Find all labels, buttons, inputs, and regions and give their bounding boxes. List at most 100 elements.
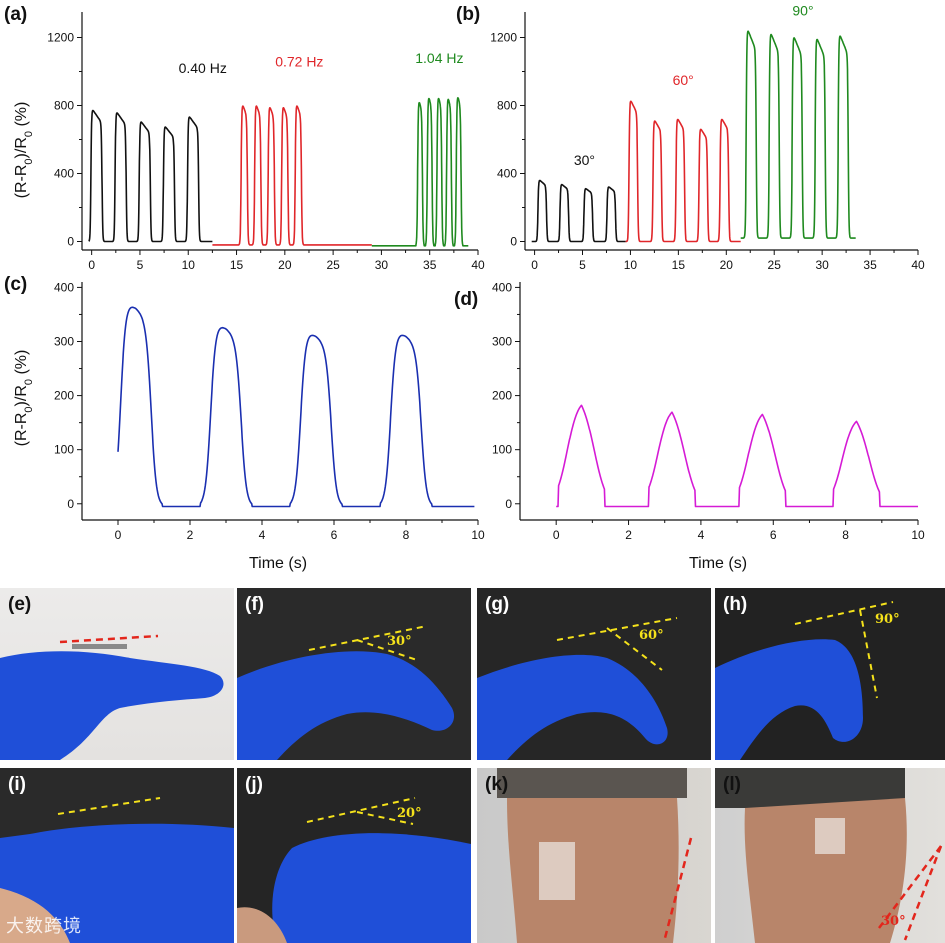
x-tick-label: 2 — [625, 528, 632, 542]
angle-label-60: 60° — [639, 628, 664, 643]
series-line-a-black — [88, 109, 213, 243]
x-tick-label: 30 — [375, 258, 389, 272]
x-tick-label: 4 — [259, 528, 266, 542]
y-tick-label: 400 — [492, 280, 512, 294]
panel-letter-f: (f) — [245, 594, 264, 615]
panel-letter-e: (e) — [8, 594, 32, 615]
photo-j-illustration — [237, 797, 471, 943]
photo-i-wrist-straight: (i) — [0, 768, 234, 943]
x-tick-label: 0 — [553, 528, 560, 542]
chart-c-series — [117, 295, 475, 508]
angle-line — [356, 811, 414, 825]
y-tick-label: 400 — [54, 167, 74, 181]
series-line-d-magenta — [555, 404, 919, 508]
x-tick-label: 10 — [624, 258, 638, 272]
y-tick-label: 0 — [510, 235, 517, 249]
panel-letter-k: (k) — [485, 774, 509, 795]
series-line-b-black — [531, 179, 627, 243]
photo-h-illustration — [715, 601, 894, 760]
chart-b-series: 30° 60° 90° — [531, 2, 857, 243]
panel-letter-d: (d) — [454, 289, 478, 310]
series-line-b-red — [624, 100, 742, 243]
x-tick-label: 6 — [770, 528, 777, 542]
x-tick-label: 4 — [698, 528, 705, 542]
x-tick-label: 6 — [331, 528, 338, 542]
panel-letter-h: (h) — [723, 594, 748, 615]
y-tick-label: 300 — [492, 335, 512, 349]
angle-line — [859, 609, 878, 699]
photo-l-illustration — [715, 768, 943, 943]
panel-letter-g: (g) — [485, 594, 510, 615]
y-tick-label: 0 — [505, 497, 512, 511]
glove-shape — [237, 651, 455, 760]
x-tick-label: 15 — [230, 258, 244, 272]
x-tick-label: 40 — [471, 258, 485, 272]
photo-k-knee-straight: (k) — [477, 768, 711, 943]
wrist-skin — [0, 888, 70, 943]
x-tick-label: 0 — [531, 258, 538, 272]
photo-e-finger-straight: (e) — [0, 588, 234, 760]
y-tick-label: 0 — [67, 235, 74, 249]
series-line-a-green — [371, 97, 470, 247]
angle-label-30: 30° — [387, 634, 412, 649]
sensor-patch — [815, 818, 845, 854]
y-tick-label: 200 — [54, 389, 74, 403]
x-tick-label: 35 — [863, 258, 877, 272]
angle-line — [306, 797, 416, 823]
y-tick-label: 200 — [492, 389, 512, 403]
reference-line — [57, 797, 161, 815]
photo-e-illustration — [0, 634, 224, 760]
series-label-b-green: 90° — [792, 2, 813, 18]
series-line-a-red — [211, 105, 373, 246]
y-tick-label: 400 — [497, 167, 517, 181]
series-label-a-red: 0.72 Hz — [275, 53, 323, 69]
sensor-patch — [539, 842, 575, 900]
panel-letter-i: (i) — [8, 774, 26, 795]
x-tick-label: 5 — [579, 258, 586, 272]
x-axis-title-c: Time (s) — [249, 555, 307, 572]
photo-l-knee-30deg: (l) 30° — [715, 768, 945, 943]
x-tick-label: 20 — [720, 258, 734, 272]
series-line-c-blue — [117, 306, 475, 508]
x-tick-label: 25 — [768, 258, 782, 272]
angle-label-90: 90° — [875, 612, 900, 627]
series-line-b-green — [740, 30, 857, 239]
y-axis-title-cd: (R-R0)/R0 (%) — [13, 350, 35, 447]
leg-skin — [744, 798, 907, 943]
glove-shape — [0, 823, 234, 943]
angle-line — [308, 625, 428, 651]
y-tick-label: 400 — [54, 280, 74, 294]
y-tick-label: 100 — [492, 443, 512, 457]
x-tick-label: 30 — [815, 258, 829, 272]
angle-line — [556, 617, 678, 641]
angle-label-20: 20° — [397, 806, 422, 821]
x-tick-label: 10 — [911, 528, 925, 542]
panel-letter-c: (c) — [4, 274, 27, 295]
x-tick-label: 25 — [326, 258, 340, 272]
wrist-skin — [237, 907, 287, 943]
x-tick-label: 15 — [672, 258, 686, 272]
y-tick-label: 1200 — [47, 31, 74, 45]
photo-g-illustration — [477, 617, 678, 760]
x-tick-label: 35 — [423, 258, 437, 272]
series-label-a-black: 0.40 Hz — [179, 60, 227, 76]
chart-d-series — [555, 387, 919, 508]
angle-line — [878, 845, 942, 929]
angle-line — [903, 845, 943, 941]
y-tick-label: 1200 — [490, 31, 517, 45]
angle-line — [794, 601, 894, 625]
x-tick-label: 10 — [471, 528, 485, 542]
photo-k-illustration — [497, 768, 693, 943]
series-label-b-black: 30° — [574, 152, 595, 168]
x-axis-title-d: Time (s) — [689, 555, 747, 572]
photo-h-finger-90deg: (h) 90° — [715, 588, 945, 760]
y-tick-label: 300 — [54, 335, 74, 349]
